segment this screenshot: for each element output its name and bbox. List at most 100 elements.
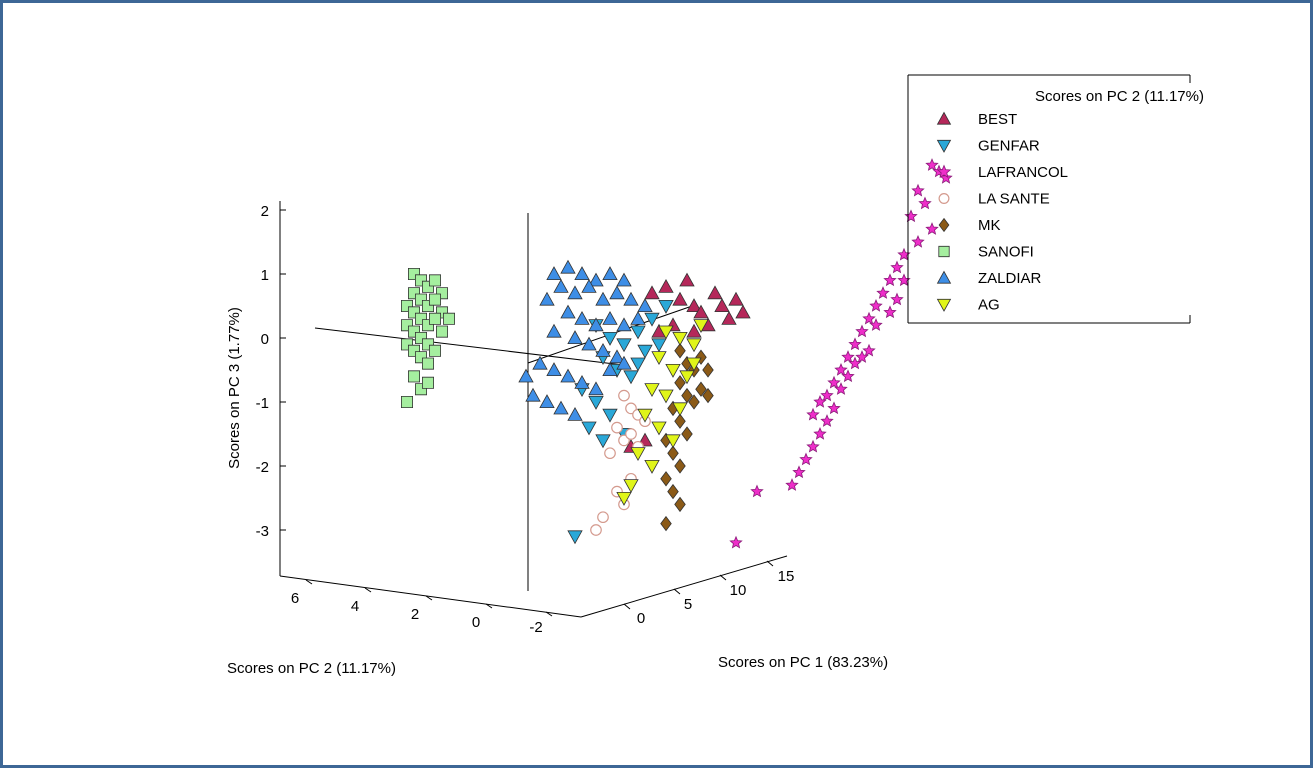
data-point-genfar [644,312,660,327]
legend-marker-genfar [936,139,952,153]
data-point-zaldiar [581,336,597,351]
data-point-mk [674,413,686,429]
y-axis-floor-line [279,575,582,618]
data-point-ag [686,357,702,372]
data-point-genfar [567,530,583,545]
data-point-lafrancol [799,452,813,466]
data-point-lafrancol [792,465,806,479]
data-point-ag [637,408,653,423]
data-point-zaldiar [574,266,590,281]
legend-label-mk: MK [978,217,1001,234]
data-point-zaldiar [616,355,632,370]
data-point-sanofi [428,274,442,287]
data-point-zaldiar [546,323,562,338]
data-point-lafrancol [729,535,743,549]
legend-label-zaldiar: ZALDIAR [978,270,1042,287]
data-point-lafrancol [883,273,897,287]
legend-marker-ag [936,298,952,312]
data-point-ag [672,331,688,346]
data-point-zaldiar [623,291,639,306]
data-point-mk [660,515,672,532]
legend: Scores on PC 2 (11.17%) BEST GENFAR LAFRAN… [907,74,1204,324]
data-point-la-sante [590,524,602,536]
y-tick-label: 2 [411,606,419,623]
data-point-lafrancol [806,439,820,453]
data-point-zaldiar [616,272,632,287]
data-point-zaldiar [539,291,555,306]
data-point-lafrancol [834,362,848,376]
data-point-zaldiar [616,317,632,332]
data-point-zaldiar [609,349,625,364]
data-point-zaldiar [602,266,618,281]
z-tick-label: -1 [256,395,269,412]
data-point-ag [658,389,674,404]
data-point-ag [644,459,660,474]
data-point-sanofi [421,357,435,370]
data-point-best [735,304,751,319]
data-point-genfar [595,434,611,449]
data-point-zaldiar [574,374,590,389]
data-point-lafrancol [813,426,827,440]
data-point-genfar [630,357,646,372]
data-point-zaldiar [637,298,653,313]
data-point-best [679,272,695,287]
y-axis-label: Scores on PC 2 (11.17%) [227,660,396,677]
data-point-mk [674,458,686,474]
data-point-zaldiar [567,330,583,345]
data-point-best [714,298,730,313]
data-point-mk [674,343,686,359]
z-tick-label: -3 [256,523,269,540]
inner-pc2-axis [314,327,624,366]
data-point-zaldiar [553,400,569,415]
legend-marker-la-sante [938,193,950,204]
data-point-zaldiar [532,355,548,370]
data-point-best [728,291,744,306]
y-tick-label: 0 [472,614,480,631]
data-point-lafrancol [890,292,904,306]
data-point-lafrancol [834,382,848,395]
data-point-mk [660,471,672,487]
data-point-sanofi [407,370,421,383]
data-point-lafrancol [918,196,932,210]
legend-marker-best [936,111,952,125]
data-point-zaldiar [560,259,576,274]
legend-label-ag: AG [978,297,1000,314]
legend-label-la-sante: LA SANTE [978,191,1050,208]
data-point-genfar [651,338,667,353]
data-point-zaldiar [602,362,618,377]
data-point-best [644,285,660,300]
data-point-zaldiar [546,266,562,281]
data-point-lafrancol [862,343,876,357]
data-point-ag [644,383,660,398]
data-point-sanofi [421,376,435,389]
x-tick-label: 0 [637,610,645,627]
data-point-ag [651,421,667,436]
data-point-mk [702,387,714,404]
data-point-la-sante [625,428,637,440]
data-point-zaldiar [553,278,569,293]
data-point-lafrancol [750,484,764,498]
data-point-best [686,323,702,338]
data-point-mk [667,483,679,500]
data-point-sanofi [428,293,442,306]
data-point-ag [672,402,688,417]
y-tick-label: 4 [351,598,359,615]
data-point-lafrancol [827,401,841,415]
data-point-mk [674,375,686,391]
data-point-mk [695,381,707,397]
legend-marker-sanofi [938,245,950,258]
data-point-lafrancol [869,318,883,331]
data-point-best [658,278,674,293]
z-tick-label: -2 [256,459,269,476]
data-point-ag [630,447,646,462]
data-point-lafrancol [841,350,855,363]
x-axis-label: Scores on PC 1 (83.23%) [718,654,888,671]
data-point-zaldiar [525,387,541,402]
data-point-lafrancol [876,286,890,299]
data-point-genfar [588,395,604,410]
z-tick-label: 0 [261,331,269,348]
legend-label-sanofi: SANOFI [978,244,1034,261]
data-point-la-sante [604,447,616,460]
legend-label-best: BEST [978,111,1017,128]
data-point-mk [702,362,714,378]
